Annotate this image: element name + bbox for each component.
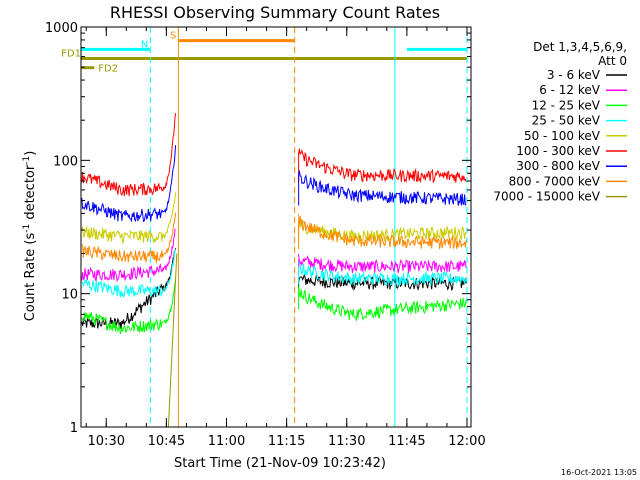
series-line-post-6 <box>298 170 467 206</box>
x-tick-label: 11:45 <box>388 434 425 449</box>
series-line-pre-7 <box>81 212 177 264</box>
segment-label-3: FD1 <box>61 49 81 60</box>
series-line-pre-2 <box>81 280 177 335</box>
y-tick-label: 100 <box>53 154 78 169</box>
legend-label-8: 7000 - 15000 keV <box>493 190 600 204</box>
x-tick-label: 11:15 <box>268 434 305 449</box>
plot-frame <box>80 26 472 428</box>
series-line-pre-5 <box>81 113 177 197</box>
x-axis-label: Start Time (21-Nov-09 10:23:42) <box>174 456 386 471</box>
chart-title: RHESSI Observing Summary Count Rates <box>110 3 440 22</box>
series-line-pre-6 <box>81 145 177 223</box>
series-line-pre-4 <box>81 192 177 245</box>
instrument-segments: N S FD1 FD2 <box>61 31 467 75</box>
segment-label-2: S <box>170 31 176 42</box>
x-tick-label: 11:00 <box>208 434 245 449</box>
instrument-vlines <box>149 27 468 427</box>
legend-label-7: 800 - 7000 keV <box>509 174 601 188</box>
legend-label-5: 100 - 300 keV <box>516 144 600 158</box>
legend-label-0: 3 - 6 keV <box>547 68 601 82</box>
series-line-post-3 <box>298 261 467 287</box>
axes: 1 10 100 1000 10:30 10:45 11:00 11:15 11:30 11:45… <box>45 21 486 449</box>
series-line-post-7 <box>298 214 467 250</box>
legend-header-line-2: Att 0 <box>598 54 627 68</box>
series-line-pre-0 <box>81 248 177 329</box>
segment-label-0: N <box>141 39 148 50</box>
series-line-post-1 <box>298 254 467 274</box>
series-line-post-2 <box>298 285 467 322</box>
count-rate-series <box>81 113 467 428</box>
series-line-pre-3 <box>81 248 176 298</box>
segment-label-4: FD2 <box>98 64 118 75</box>
series-line-pre-1 <box>81 228 176 283</box>
x-tick-label: 10:30 <box>88 434 125 449</box>
x-tick-label: 10:45 <box>148 434 185 449</box>
footer-timestamp: 16-Oct-2021 13:05 <box>561 468 637 477</box>
y-tick-label: 1 <box>70 421 78 436</box>
y-tick-label: 1000 <box>45 21 78 36</box>
y-tick-label: 10 <box>61 288 78 303</box>
x-tick-label: 12:00 <box>448 434 485 449</box>
x-tick-label: 11:30 <box>328 434 365 449</box>
legend-label-2: 12 - 25 keV <box>532 98 601 112</box>
legend-label-4: 50 - 100 keV <box>524 129 601 143</box>
legend-label-3: 25 - 50 keV <box>532 114 601 128</box>
y-axis-label: Count Rate (s-1 detector-1) <box>22 151 38 322</box>
series-line-pre-8 <box>167 253 178 428</box>
legend-header-line-1: Det 1,3,4,5,6,9, <box>533 40 627 54</box>
legend-label-1: 6 - 12 keV <box>539 83 601 97</box>
legend-label-6: 300 - 800 keV <box>516 159 600 173</box>
series-line-post-5 <box>298 148 467 183</box>
